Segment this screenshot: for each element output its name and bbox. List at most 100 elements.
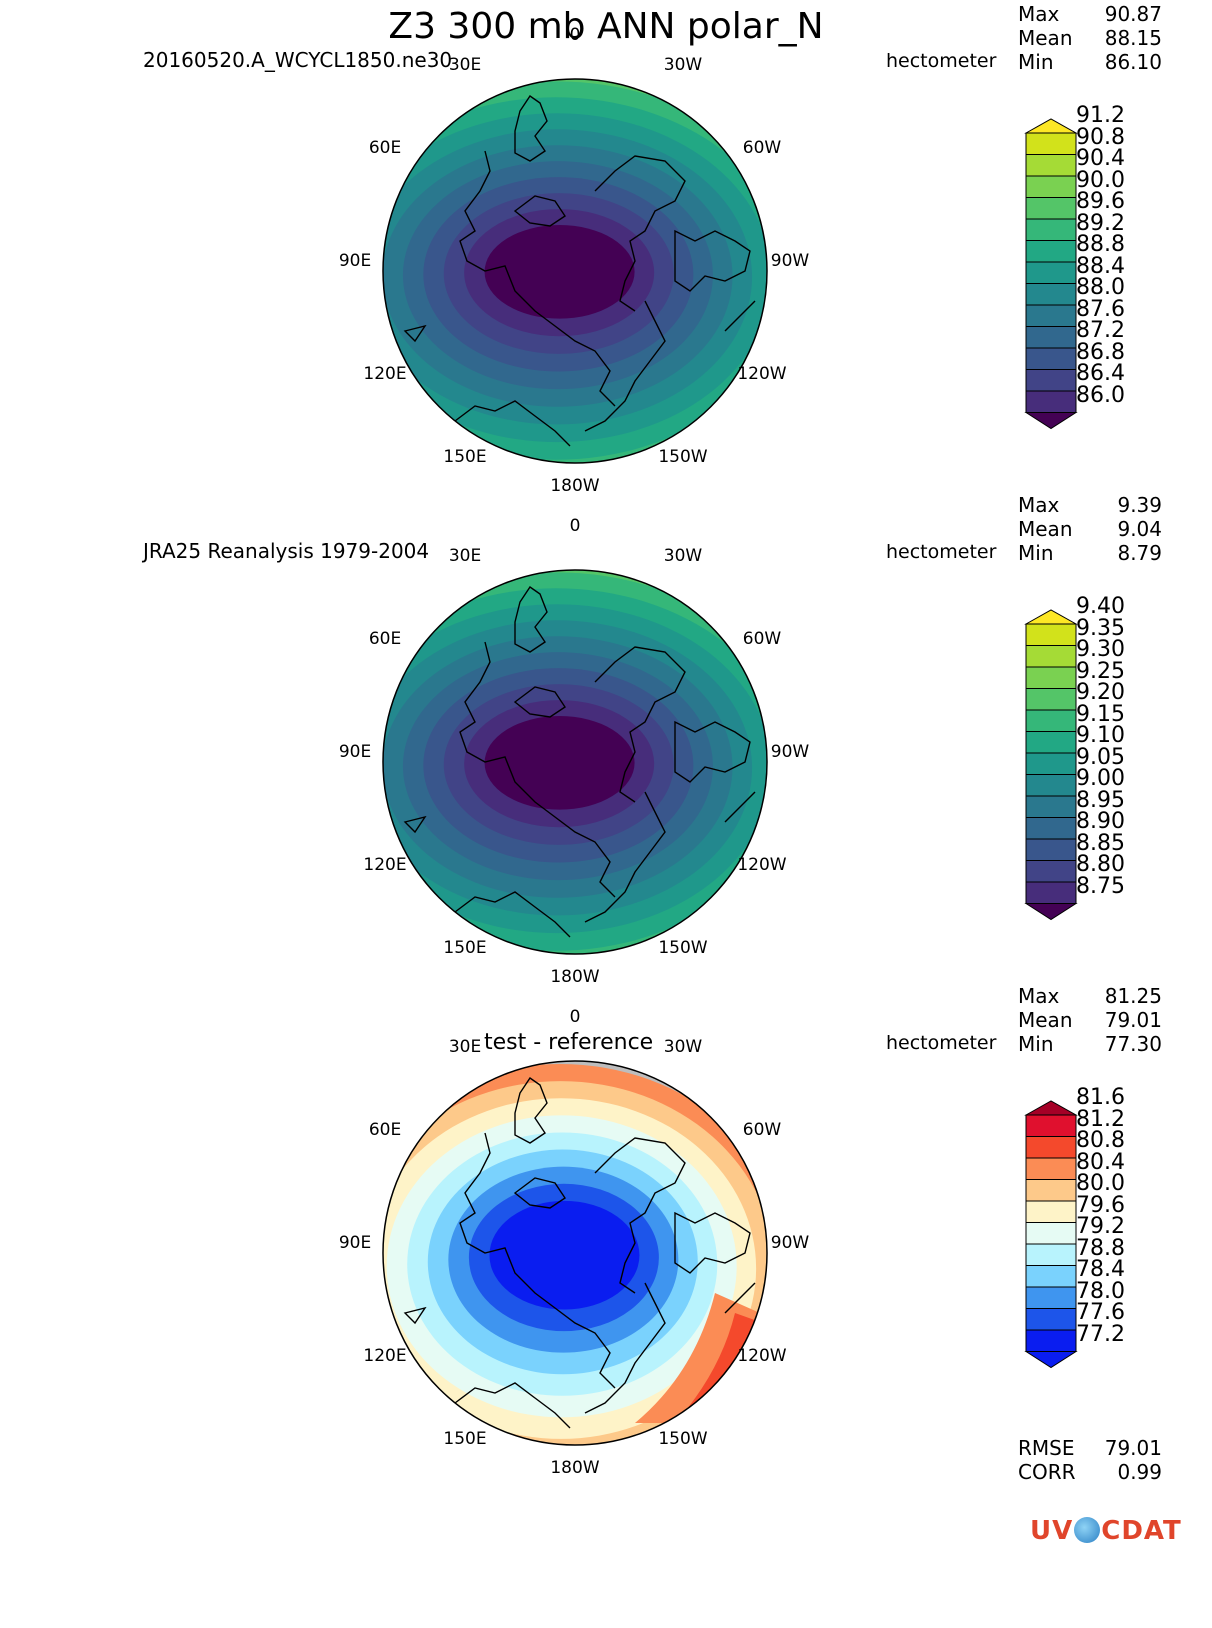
colorbar-segment — [1025, 838, 1077, 861]
colorbar-segment — [1025, 731, 1077, 754]
units-label: hectometer — [886, 1032, 997, 1054]
longitude-label: 60W — [742, 1120, 782, 1140]
colorbar-tick-label: 91.2 — [1076, 103, 1125, 128]
figure-title: Z3 300 mb ANN polar_N — [388, 6, 824, 47]
colorbar-tick-label: 78.4 — [1076, 1257, 1125, 1282]
colorbar — [1024, 609, 1078, 921]
stat-value: 9.39 — [1117, 493, 1162, 517]
colorbar-segment — [1025, 154, 1077, 177]
colorbar-bottom-arrow — [1024, 1351, 1078, 1369]
colorbar-tick-label: 80.4 — [1076, 1149, 1125, 1175]
logo-text-right: CDAT — [1101, 1516, 1182, 1546]
colorbar-top-arrow — [1024, 609, 1078, 625]
stat-label: Max — [1018, 493, 1060, 517]
colorbar-tick-label: 9.30 — [1076, 637, 1125, 662]
colorbar-segment — [1025, 283, 1077, 306]
map-border — [382, 1060, 768, 1446]
longitude-label: 150W — [658, 1429, 708, 1449]
contour-band — [635, 1293, 760, 1423]
coastline — [403, 324, 427, 343]
colorbar-segment — [1025, 881, 1077, 904]
longitude-label: 180W — [550, 1458, 600, 1478]
longitude-label: 90W — [770, 1233, 810, 1253]
coastline — [724, 1282, 756, 1314]
coastline — [724, 791, 756, 823]
colorbar-tick-label: 88.0 — [1076, 275, 1125, 300]
contour-band — [484, 225, 635, 319]
contour-band — [489, 1200, 640, 1310]
longitude-label: 180W — [550, 967, 600, 987]
longitude-label: 150W — [658, 938, 708, 958]
coastline — [594, 155, 686, 312]
colorbar-segment — [1025, 688, 1077, 711]
colorbar-tick-label: 87.6 — [1076, 296, 1125, 322]
colorbar-tick-label: 80.8 — [1076, 1128, 1125, 1153]
stat-label: Min — [1018, 1032, 1054, 1056]
coastlines — [403, 1077, 756, 1429]
map-field — [383, 1061, 767, 1445]
colorbar-segment — [1025, 390, 1077, 413]
coastline — [594, 646, 686, 803]
map-border — [382, 569, 768, 955]
longitude-label: 90E — [338, 251, 372, 271]
colorbar-tick-label: 9.10 — [1076, 723, 1125, 748]
longitude-label: 30W — [663, 55, 703, 75]
longitude-label: 30E — [448, 1037, 482, 1057]
colorbar-segment — [1025, 218, 1077, 241]
colorbar-segment — [1025, 261, 1077, 284]
coastline — [514, 95, 548, 162]
colorbar-tick-label: 88.4 — [1076, 253, 1125, 279]
colorbar-segment — [1025, 347, 1077, 370]
colorbar-tick-label: 9.35 — [1076, 615, 1125, 641]
colorbar-tick-label: 9.15 — [1076, 701, 1125, 727]
map-field — [383, 79, 767, 463]
coastline — [584, 300, 666, 432]
longitude-label: 120E — [363, 855, 407, 875]
colorbar-top-arrow — [1024, 1100, 1078, 1116]
map-border — [382, 78, 768, 464]
stat-label: Mean — [1018, 1008, 1073, 1032]
coastline — [459, 641, 616, 898]
longitude-label: 60W — [742, 138, 782, 158]
stat-label: Max — [1018, 2, 1060, 26]
longitude-label: 150E — [443, 447, 487, 467]
stat-value: 77.30 — [1104, 1032, 1162, 1056]
panel-subtitle: test - reference — [484, 1030, 654, 1055]
rmse-label: RMSE — [1018, 1436, 1075, 1460]
coastline — [454, 891, 571, 938]
colorbar-segment — [1025, 795, 1077, 818]
coastline — [594, 1137, 686, 1294]
colorbar-tick-label: 8.90 — [1076, 809, 1125, 834]
colorbar-segment — [1025, 1329, 1077, 1352]
longitude-label: 60E — [368, 1120, 402, 1140]
colorbar-tick-label: 90.4 — [1076, 146, 1125, 171]
longitude-label: 60E — [368, 138, 402, 158]
longitude-label: 90W — [770, 251, 810, 271]
coastline — [514, 1077, 548, 1144]
colorbar-segment — [1025, 175, 1077, 198]
colorbar-segment — [1025, 709, 1077, 732]
longitude-label: 150E — [443, 1429, 487, 1449]
longitude-label: 90E — [338, 742, 372, 762]
colorbar-segment — [1025, 1308, 1077, 1331]
stat-value: 88.15 — [1104, 26, 1162, 50]
colorbar-tick-label: 8.75 — [1076, 873, 1125, 899]
rmse-value: 79.01 — [1104, 1436, 1162, 1460]
colorbar-segment — [1025, 1200, 1077, 1223]
colorbar-segment — [1025, 860, 1077, 883]
colorbar-segment — [1025, 197, 1077, 220]
colorbar-segment — [1025, 774, 1077, 797]
colorbar-segment — [1025, 1222, 1077, 1245]
colorbar-top-arrow — [1024, 118, 1078, 134]
longitude-label: 60E — [368, 629, 402, 649]
colorbar-segment — [1025, 817, 1077, 840]
longitude-label: 90W — [770, 742, 810, 762]
colorbar-segment — [1025, 1243, 1077, 1266]
polar-map — [382, 569, 768, 955]
coastlines — [403, 586, 756, 938]
longitude-label: 90E — [338, 1233, 372, 1253]
colorbar — [1024, 1100, 1078, 1369]
coastline — [674, 229, 751, 292]
colorbar-segment — [1025, 369, 1077, 392]
longitude-label: 30W — [663, 1037, 703, 1057]
